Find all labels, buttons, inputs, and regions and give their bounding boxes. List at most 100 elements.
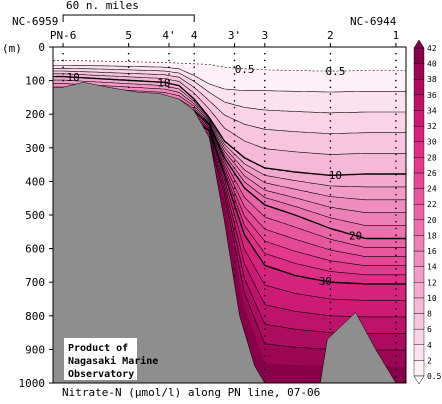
sample-point xyxy=(264,368,266,371)
sample-point xyxy=(395,241,397,243)
sample-point xyxy=(329,227,332,230)
sample-point xyxy=(233,100,236,102)
sample-point xyxy=(264,173,266,176)
y-tick-label: 300 xyxy=(25,142,45,155)
contour-line-14 xyxy=(53,83,406,201)
sample-point xyxy=(395,321,397,324)
colorbar-label: 10 xyxy=(427,294,437,303)
sample-point xyxy=(329,140,332,142)
sample-point xyxy=(329,187,332,189)
scale-bar-label: 60 n. miles xyxy=(66,0,139,12)
colorbar-segment xyxy=(413,63,425,80)
colorbar-segment xyxy=(413,328,425,345)
sample-point xyxy=(395,52,397,55)
sample-point xyxy=(193,86,195,89)
sample-point xyxy=(193,100,195,102)
sample-point xyxy=(168,79,170,82)
sample-point xyxy=(395,120,397,122)
sample-point xyxy=(395,160,397,162)
contour-line-2 xyxy=(53,65,406,93)
sample-point xyxy=(233,180,236,183)
sample-point xyxy=(329,254,332,257)
sample-point xyxy=(233,73,236,75)
observatory-note-line1: Product of xyxy=(68,343,128,354)
sample-point xyxy=(264,294,266,297)
sample-point xyxy=(193,93,195,95)
sample-point xyxy=(193,106,195,109)
colorbar-label: 38 xyxy=(427,75,437,84)
sample-point xyxy=(168,73,170,75)
colorbar: 0.52468101214161820222426283032343638404… xyxy=(413,39,442,385)
sample-point xyxy=(127,52,130,55)
sample-point xyxy=(264,268,266,270)
sample-point xyxy=(264,227,266,230)
sample-point xyxy=(264,355,266,357)
contour-line-8 xyxy=(53,73,406,155)
colorbar-segment xyxy=(413,297,425,314)
sample-point xyxy=(329,167,332,169)
sample-point xyxy=(233,200,236,203)
sample-point xyxy=(233,167,236,169)
sample-point xyxy=(395,153,397,156)
sample-point xyxy=(329,200,332,203)
sample-point xyxy=(233,147,236,149)
sample-point xyxy=(233,86,236,89)
sample-point xyxy=(329,59,332,62)
colorbar-segment xyxy=(413,94,425,111)
sample-point xyxy=(62,66,64,68)
sample-point xyxy=(233,268,236,270)
sample-point xyxy=(264,93,266,95)
sample-point xyxy=(329,214,332,216)
sample-point xyxy=(168,86,170,89)
sample-point xyxy=(395,234,397,236)
sample-point xyxy=(233,113,236,115)
sample-point xyxy=(329,173,332,176)
contour-label: 10 xyxy=(157,76,170,89)
sample-point xyxy=(264,288,266,290)
sample-point xyxy=(193,59,195,62)
sample-point xyxy=(395,140,397,142)
sample-point xyxy=(395,261,397,263)
sample-point xyxy=(264,133,266,136)
sample-point xyxy=(395,268,397,270)
y-axis-label: (m) xyxy=(2,42,22,55)
sample-point xyxy=(329,301,332,304)
sample-point xyxy=(264,341,266,344)
sample-point xyxy=(395,113,397,115)
sample-point xyxy=(264,247,266,250)
sample-point xyxy=(168,52,170,55)
sample-point xyxy=(264,321,266,324)
colorbar-top-arrow xyxy=(413,39,425,49)
sample-point xyxy=(329,120,332,122)
sample-point xyxy=(233,160,236,162)
station-label: 3 xyxy=(261,29,268,42)
contour-label: 0.5 xyxy=(325,65,345,78)
sample-point xyxy=(395,173,397,176)
sample-point xyxy=(233,126,236,129)
contour-line-0.5 xyxy=(53,60,406,72)
sample-point xyxy=(264,79,266,82)
colorbar-label: 36 xyxy=(427,91,437,100)
observatory-note-line2: Nagasaki Marine xyxy=(68,355,158,367)
sample-point xyxy=(264,375,266,378)
sample-point xyxy=(395,126,397,129)
contour-label: 20 xyxy=(349,230,362,243)
station-label: 4 xyxy=(191,29,198,42)
sample-point xyxy=(264,328,266,331)
sample-point xyxy=(329,288,332,290)
sample-point xyxy=(193,73,195,75)
sample-point xyxy=(264,120,266,122)
colorbar-label: 32 xyxy=(427,122,437,131)
sample-point xyxy=(233,140,236,142)
station-label: 2 xyxy=(327,29,334,42)
colorbar-label: 14 xyxy=(427,263,437,272)
sample-point xyxy=(395,79,397,82)
sample-point xyxy=(329,234,332,236)
colorbar-label: 8 xyxy=(427,310,432,319)
colorbar-label: 26 xyxy=(427,169,437,178)
sample-point xyxy=(233,227,236,230)
colorbar-segment xyxy=(413,141,425,158)
y-tick-label: 100 xyxy=(25,75,45,88)
colorbar-label: 42 xyxy=(427,44,437,53)
